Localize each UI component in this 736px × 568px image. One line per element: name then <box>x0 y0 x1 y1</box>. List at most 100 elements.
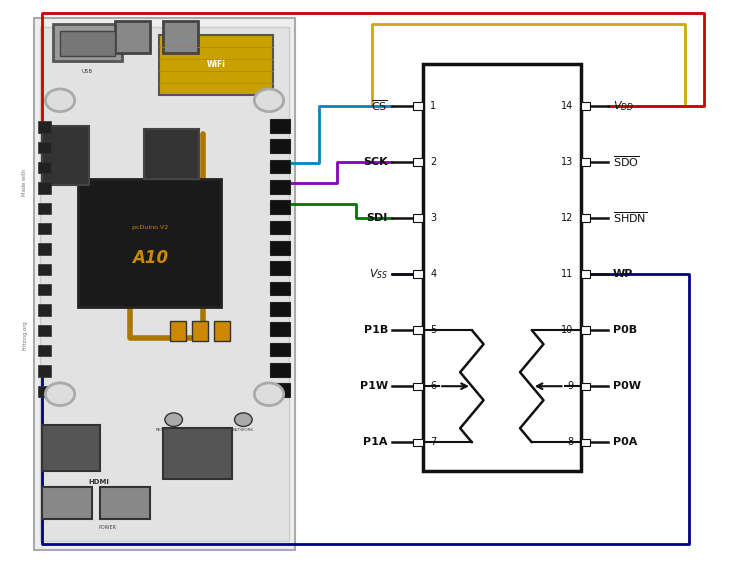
Text: P0A: P0A <box>613 437 637 447</box>
Bar <box>271 343 289 356</box>
Text: 1: 1 <box>431 101 436 111</box>
Text: 5: 5 <box>431 325 436 335</box>
Text: $\overline{\mathrm{CS}}$: $\overline{\mathrm{CS}}$ <box>371 99 388 113</box>
Circle shape <box>255 383 283 406</box>
Bar <box>581 327 590 334</box>
Text: NETWORK: NETWORK <box>233 428 254 432</box>
Text: 6: 6 <box>431 381 436 391</box>
Bar <box>581 158 590 166</box>
Bar <box>159 35 272 95</box>
Text: P1A: P1A <box>364 437 388 447</box>
Text: 3: 3 <box>431 213 436 223</box>
Bar <box>38 141 52 153</box>
Bar <box>53 24 122 61</box>
Bar <box>271 363 289 377</box>
Bar <box>38 162 52 173</box>
Bar <box>414 158 423 166</box>
Bar <box>271 261 289 275</box>
Text: P1B: P1B <box>364 325 388 335</box>
Text: pcDuino V2: pcDuino V2 <box>132 225 168 230</box>
Bar <box>414 438 423 446</box>
Bar <box>581 214 590 222</box>
Text: 9: 9 <box>567 381 573 391</box>
Bar <box>170 321 186 341</box>
Text: P1W: P1W <box>360 381 388 391</box>
Bar <box>271 160 289 173</box>
Text: $\overline{\mathrm{SDO}}$: $\overline{\mathrm{SDO}}$ <box>613 154 640 169</box>
Text: SDI: SDI <box>367 213 388 223</box>
Bar <box>38 223 52 234</box>
Bar <box>414 102 423 110</box>
Text: 7: 7 <box>431 437 436 447</box>
Bar <box>271 139 289 153</box>
Bar <box>38 284 52 295</box>
Bar <box>271 241 289 254</box>
Bar <box>42 126 89 185</box>
Text: $V_{DD}$: $V_{DD}$ <box>613 99 634 113</box>
Bar <box>581 382 590 390</box>
Bar <box>581 270 590 278</box>
Bar <box>115 20 150 53</box>
Bar <box>214 321 230 341</box>
Bar <box>38 182 52 194</box>
Bar <box>38 325 52 336</box>
Text: 10: 10 <box>561 325 573 335</box>
Bar <box>163 20 198 53</box>
Text: WP: WP <box>613 269 633 279</box>
Bar <box>38 386 52 397</box>
Text: 12: 12 <box>561 213 573 223</box>
Bar <box>271 119 289 132</box>
Bar <box>414 214 423 222</box>
Bar <box>40 27 289 541</box>
Circle shape <box>165 413 183 427</box>
Bar <box>192 321 208 341</box>
Bar <box>581 102 590 110</box>
Circle shape <box>46 383 75 406</box>
Bar <box>38 203 52 214</box>
Bar <box>60 31 115 56</box>
Bar <box>78 179 222 307</box>
Text: SCK: SCK <box>363 157 388 167</box>
Text: 2: 2 <box>431 157 436 167</box>
Bar <box>414 270 423 278</box>
Bar <box>163 428 233 479</box>
Bar <box>38 304 52 316</box>
Text: Made with: Made with <box>22 169 27 196</box>
Bar <box>38 121 52 132</box>
Bar <box>581 438 590 446</box>
Bar <box>38 345 52 356</box>
Bar <box>271 221 289 234</box>
Circle shape <box>46 89 75 111</box>
Text: 14: 14 <box>561 101 573 111</box>
Bar <box>271 383 289 397</box>
Text: WiFi: WiFi <box>206 60 225 69</box>
Text: P0W: P0W <box>613 381 641 391</box>
Text: 4: 4 <box>431 269 436 279</box>
Bar <box>271 302 289 316</box>
Text: 11: 11 <box>561 269 573 279</box>
Bar <box>414 327 423 334</box>
Bar <box>100 487 150 519</box>
Bar <box>271 323 289 336</box>
Circle shape <box>255 89 283 111</box>
Bar <box>38 365 52 377</box>
Bar <box>42 487 91 519</box>
Text: 13: 13 <box>561 157 573 167</box>
Text: HDMI: HDMI <box>88 479 110 485</box>
Bar <box>42 425 100 470</box>
Bar <box>144 128 199 179</box>
Text: $V_{SS}$: $V_{SS}$ <box>369 267 388 281</box>
Circle shape <box>235 413 252 427</box>
Bar <box>35 18 294 550</box>
Bar <box>423 64 581 470</box>
Bar <box>38 264 52 275</box>
Bar <box>271 201 289 214</box>
Text: A10: A10 <box>132 249 168 268</box>
Text: 8: 8 <box>567 437 573 447</box>
Bar <box>271 282 289 295</box>
Bar <box>38 243 52 254</box>
Bar <box>271 180 289 194</box>
Text: USB: USB <box>82 69 93 74</box>
Text: P0B: P0B <box>613 325 637 335</box>
Text: Fritzing.org: Fritzing.org <box>22 320 27 350</box>
